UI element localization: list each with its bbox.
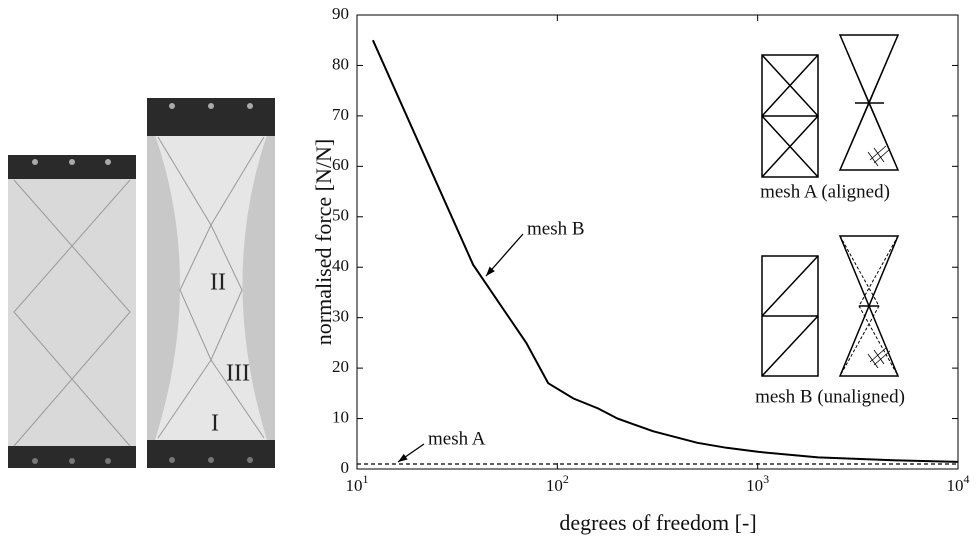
y-axis-label: normalised force [N/N] [311,139,336,345]
y-tick-label: 50 [332,206,349,225]
x-axis-label: degrees of freedom [-] [559,510,756,535]
inset-label: mesh A (aligned) [760,181,890,202]
x-tick-exponent: 4 [964,472,970,486]
callout-arrowhead [398,453,408,462]
plot-frame [356,14,959,470]
y-tick-label: 20 [332,357,349,376]
y-tick-label: 10 [332,407,349,426]
photo-specimen-1 [8,155,136,468]
x-tick-label: 102 [546,472,569,495]
y-tick-label: 90 [332,4,349,23]
callout-arrowhead [486,266,495,276]
x-tick-base: 10 [546,476,563,495]
mesh-a-diagram [760,34,900,178]
x-tick-exponent: 2 [563,472,569,486]
y-tick-label: 70 [332,105,349,124]
y-tick-label: 30 [332,307,349,326]
x-tick-label: 101 [346,472,369,495]
x-tick-base: 10 [746,476,763,495]
x-tick-exponent: 3 [763,472,769,486]
photo-specimen-2: II III I [147,98,275,468]
y-tick-label: 80 [332,54,349,73]
region-label: I [211,411,219,437]
y-tick-label: 40 [332,256,349,275]
x-tick-label: 104 [947,472,970,495]
mesh-b-diagram [761,235,900,377]
x-tick-base: 10 [947,476,964,495]
x-tick-exponent: 1 [363,472,369,486]
y-tick-label: 0 [341,458,350,477]
region-label: II [210,270,226,296]
x-tick-base: 10 [346,476,363,495]
series-label: mesh A [428,428,486,449]
x-tick-label: 103 [746,472,769,495]
series-label: mesh B [527,218,585,239]
inset-label: mesh B (unaligned) [755,386,905,407]
series-line [371,39,959,463]
region-label: III [226,361,250,387]
y-tick-label: 60 [332,155,349,174]
